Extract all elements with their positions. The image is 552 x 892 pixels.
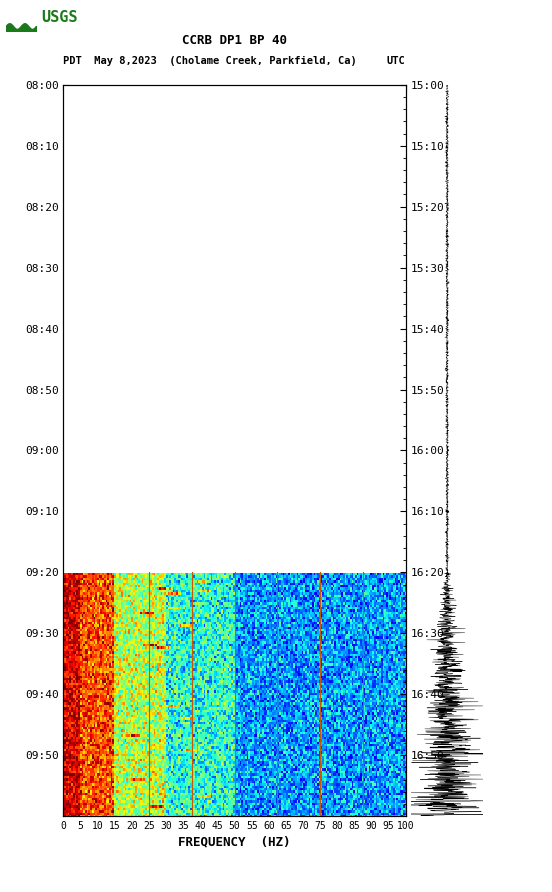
Polygon shape xyxy=(6,5,36,31)
Text: CCRB DP1 BP 40: CCRB DP1 BP 40 xyxy=(182,34,287,46)
Text: UTC: UTC xyxy=(387,55,406,66)
Text: PDT  May 8,2023  (Cholame Creek, Parkfield, Ca): PDT May 8,2023 (Cholame Creek, Parkfield… xyxy=(63,55,357,66)
Text: USGS: USGS xyxy=(41,10,78,25)
X-axis label: FREQUENCY  (HZ): FREQUENCY (HZ) xyxy=(178,835,291,848)
